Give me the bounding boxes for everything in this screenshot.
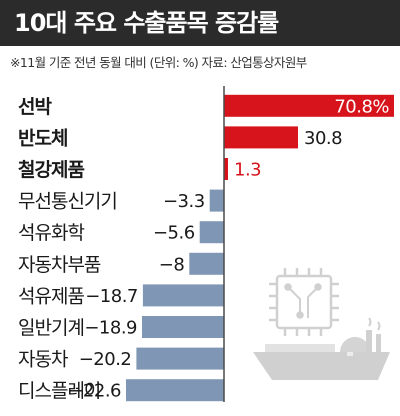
value-label-0: 70.8% <box>334 96 389 117</box>
category-label-4: 석유화학 <box>18 222 84 244</box>
value-label-6: −18.7 <box>85 286 138 307</box>
semiconductor-chip-icon <box>269 268 339 336</box>
category-label-0: 선박 <box>18 96 52 118</box>
value-label-3: −3.3 <box>163 191 205 212</box>
bar-2 <box>224 158 228 180</box>
bar-3 <box>209 189 224 212</box>
ship-icon <box>253 317 390 380</box>
illustration <box>253 268 390 380</box>
value-label-4: −5.6 <box>153 223 195 244</box>
bar-5 <box>189 252 224 275</box>
bar-0 <box>224 94 394 117</box>
bar-4 <box>199 221 224 244</box>
value-label-9: −22.6 <box>68 381 121 402</box>
value-label-7: −18.9 <box>84 318 137 339</box>
bars-layer: 선박 70.8% 반도체 30.8 철강제품 1.3 무선통신기기 −3.3 석유화학 −5.6 자… <box>18 94 394 402</box>
bar-9 <box>126 379 224 402</box>
category-label-6: 석유제품 <box>18 285 84 307</box>
category-label-1: 반도체 <box>18 127 67 149</box>
chart-title: 10대 주요 수출품목 증감률 <box>0 0 400 46</box>
bar-1 <box>224 126 298 149</box>
value-label-5: −8 <box>159 254 185 275</box>
bar-6 <box>142 284 224 307</box>
value-label-8: −20.2 <box>79 349 132 370</box>
category-label-7: 일반기계 <box>18 317 84 339</box>
chart-note: ※11월 기준 전년 동월 대비 (단위: %) 자료: 산업통상자원부 <box>10 55 307 70</box>
value-label-1: 30.8 <box>304 128 342 149</box>
category-label-2: 철강제품 <box>18 159 84 181</box>
category-label-8: 자동차 <box>18 349 68 371</box>
bar-8 <box>136 347 224 370</box>
value-label-2: 1.3 <box>234 160 261 181</box>
bar-7 <box>142 316 224 338</box>
category-label-3: 무선통신기기 <box>18 191 117 213</box>
category-label-5: 자동차부품 <box>18 254 101 276</box>
category-label-9: 디스플레이 <box>18 380 100 402</box>
